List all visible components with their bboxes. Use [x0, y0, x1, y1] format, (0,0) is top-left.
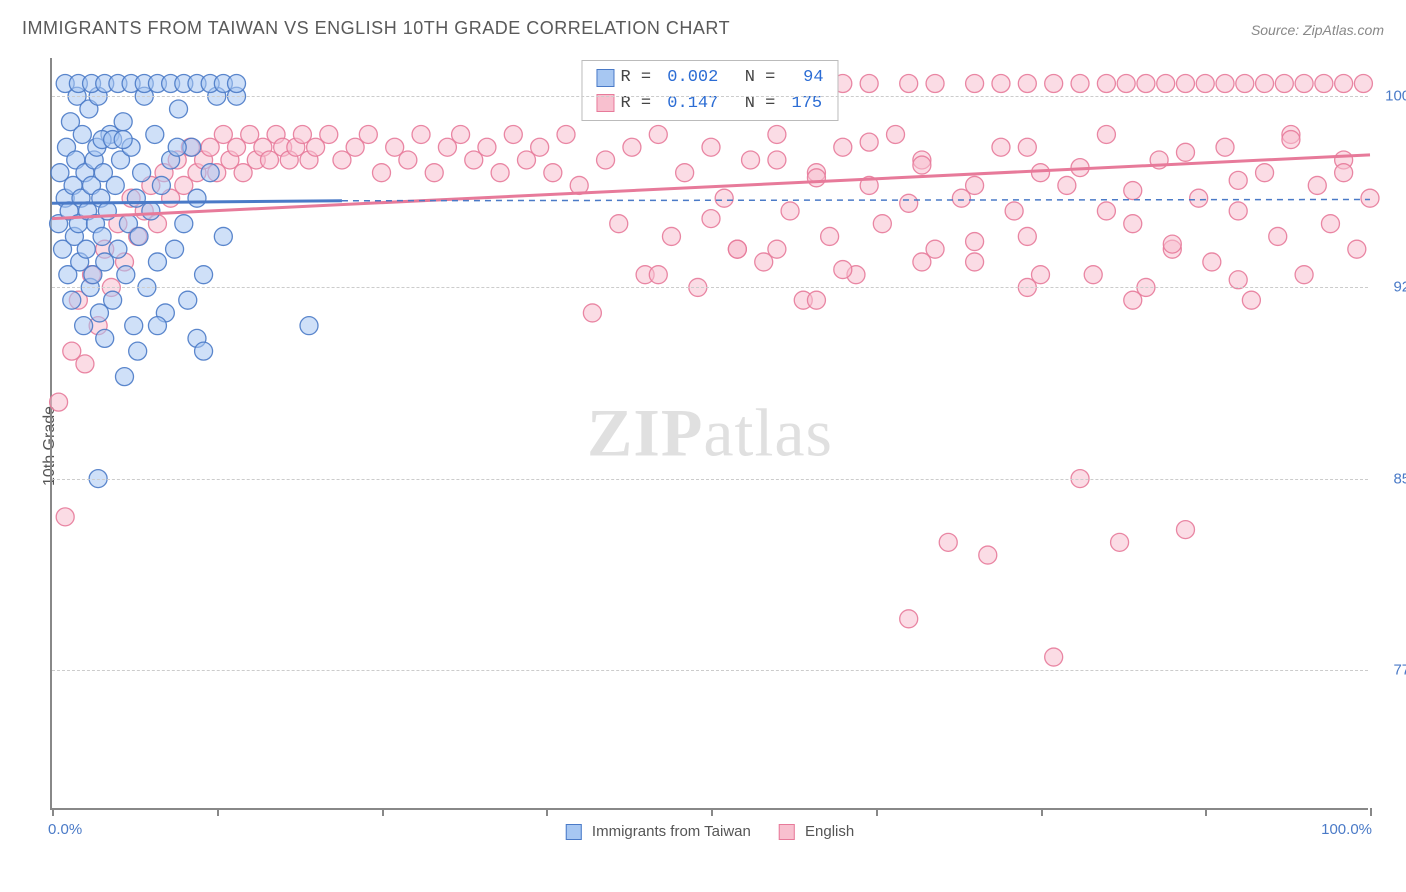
- y-tick-label: 85.0%: [1393, 470, 1406, 487]
- chart-title: IMMIGRANTS FROM TAIWAN VS ENGLISH 10TH G…: [22, 18, 730, 39]
- legend-item-taiwan: Immigrants from Taiwan: [566, 823, 751, 840]
- y-tick-label: 92.5%: [1393, 279, 1406, 296]
- y-tick-label: 77.5%: [1393, 661, 1406, 678]
- plot-area: ZIPatlas R = 0.002 N = 94 R = 0.147 N = …: [50, 58, 1368, 810]
- x-axis-min-label: 0.0%: [48, 821, 82, 838]
- stats-row-taiwan: R = 0.002 N = 94: [596, 65, 823, 91]
- stats-row-english: R = 0.147 N = 175: [596, 91, 823, 117]
- y-tick-label: 100.0%: [1385, 88, 1406, 105]
- swatch-taiwan-icon: [596, 69, 614, 87]
- x-axis-max-label: 100.0%: [1321, 821, 1372, 838]
- legend-swatch-english-icon: [779, 824, 795, 840]
- source-label: Source: ZipAtlas.com: [1251, 22, 1384, 38]
- legend-swatch-taiwan-icon: [566, 824, 582, 840]
- legend-item-english: English: [779, 823, 854, 840]
- stats-legend: R = 0.002 N = 94 R = 0.147 N = 175: [581, 60, 838, 121]
- legend: Immigrants from Taiwan English: [566, 823, 854, 840]
